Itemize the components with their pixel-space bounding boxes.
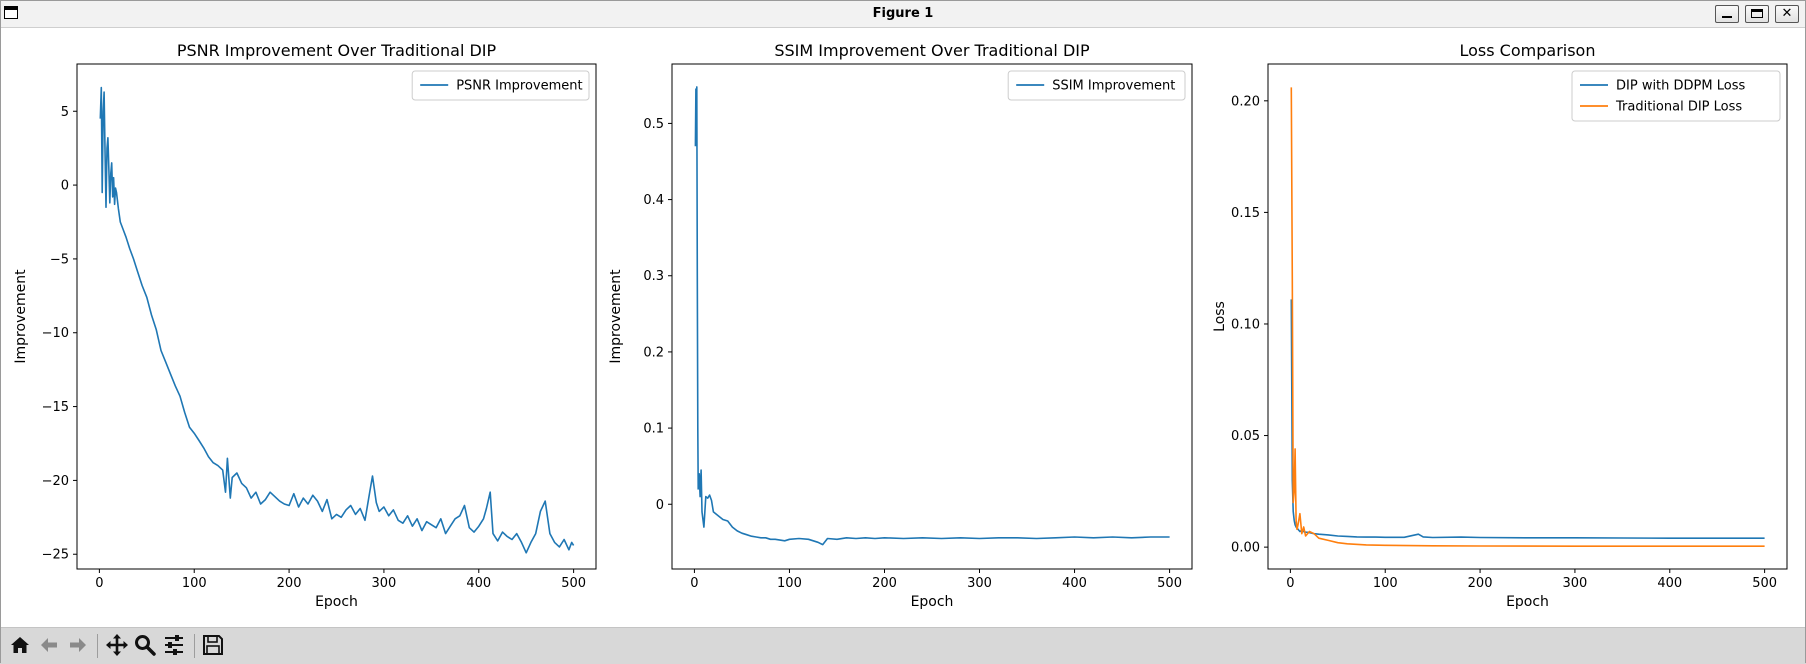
x-tick-label: 200	[1468, 576, 1493, 591]
y-tick-label: 0.1	[643, 422, 664, 437]
y-tick-label: −5	[50, 252, 69, 267]
y-tick-label: 0.3	[643, 269, 664, 284]
home-button[interactable]	[7, 632, 33, 658]
toolbar-separator	[194, 634, 195, 658]
toolbar-separator	[97, 634, 98, 658]
series-line-1	[694, 86, 1170, 546]
x-axis-label: Epoch	[315, 594, 358, 610]
x-tick-label: 100	[1373, 576, 1398, 591]
x-tick-label: 500	[1157, 576, 1182, 591]
x-tick-label: 400	[1062, 576, 1087, 591]
y-axis-label: Improvement	[13, 269, 29, 364]
back-button[interactable]	[36, 632, 62, 658]
pan-button[interactable]	[104, 632, 130, 658]
chart-title: Loss Comparison	[1460, 41, 1596, 60]
legend-box	[1571, 70, 1781, 122]
x-tick-label: 500	[561, 576, 586, 591]
legend: SSIM Improvement	[1007, 70, 1186, 101]
navigation-toolbar	[1, 627, 1805, 664]
series-line-1	[1290, 299, 1765, 539]
legend-entry-1: SSIM Improvement	[1052, 79, 1175, 94]
x-tick-label: 300	[1563, 576, 1588, 591]
y-tick-label: −10	[42, 326, 69, 341]
pan-icon	[106, 634, 128, 656]
y-tick-label: 0.10	[1231, 317, 1260, 332]
maximize-icon	[1751, 9, 1763, 18]
chart-title: PSNR Improvement Over Traditional DIP	[177, 41, 497, 60]
window-title: Figure 1	[872, 6, 934, 21]
minimize-button[interactable]	[1715, 5, 1739, 23]
x-tick-label: 200	[277, 576, 302, 591]
x-tick-label: 0	[1286, 576, 1294, 591]
series-line-2	[1290, 87, 1765, 547]
y-tick-label: 0.5	[643, 117, 664, 132]
y-tick-label: 0	[656, 498, 664, 513]
axes-frame	[1267, 63, 1788, 570]
charts-layer: PSNR Improvement Over Traditional DIP 0 10…	[13, 41, 1788, 610]
legend: PSNR Improvement	[411, 70, 590, 101]
home-icon	[11, 637, 29, 653]
series-line-1	[99, 86, 575, 554]
forward-button[interactable]	[65, 632, 91, 658]
legend-entry-2: Traditional DIP Loss	[1615, 100, 1742, 115]
y-tick-label: 0.2	[643, 345, 664, 360]
y-axis-label: Improvement	[608, 269, 624, 364]
zoom-button[interactable]	[132, 632, 158, 658]
legend-entry-1: PSNR Improvement	[456, 79, 582, 94]
minimize-icon	[1722, 16, 1732, 18]
chart-3: Loss Comparison 0 100 200 300 400 500 0.00 0.05 0…	[1212, 41, 1788, 610]
title-bar: Figure 1 ✕	[1, 1, 1805, 28]
forward-arrow-icon	[70, 638, 86, 652]
chart-title: SSIM Improvement Over Traditional DIP	[774, 41, 1090, 60]
axes-frame	[671, 63, 1193, 570]
save-button[interactable]	[200, 632, 226, 658]
y-tick-label: 0	[61, 179, 69, 194]
y-tick-label: 0.4	[643, 193, 664, 208]
x-tick-label: 500	[1752, 576, 1777, 591]
save-icon	[203, 635, 223, 655]
legend: DIP with DDPM Loss Traditional DIP Loss	[1571, 70, 1781, 122]
y-axis-label: Loss	[1212, 301, 1228, 332]
y-tick-label: 5	[61, 105, 69, 120]
configure-subplots-button[interactable]	[161, 632, 187, 658]
chart-2: SSIM Improvement Over Traditional DIP 0 10…	[608, 41, 1193, 610]
chart-1: PSNR Improvement Over Traditional DIP 0 10…	[13, 41, 597, 610]
x-tick-label: 0	[690, 576, 698, 591]
x-tick-label: 0	[95, 576, 103, 591]
y-tick-label: 0.05	[1231, 429, 1260, 444]
close-button[interactable]: ✕	[1775, 5, 1799, 23]
x-tick-label: 400	[466, 576, 491, 591]
x-axis-label: Epoch	[1506, 594, 1549, 610]
x-axis-label: Epoch	[911, 594, 954, 610]
y-tick-label: 0.15	[1231, 206, 1260, 221]
zoom-icon	[135, 635, 156, 656]
configure-subplots-icon	[165, 635, 183, 655]
y-tick-label: −25	[42, 548, 69, 563]
y-tick-label: 0.20	[1231, 94, 1260, 109]
x-tick-label: 100	[182, 576, 207, 591]
y-tick-label: −15	[42, 400, 69, 415]
close-icon: ✕	[1781, 6, 1793, 21]
maximize-button[interactable]	[1745, 5, 1769, 23]
x-tick-label: 200	[872, 576, 897, 591]
x-tick-label: 300	[967, 576, 992, 591]
legend-box	[1007, 70, 1186, 101]
x-tick-label: 300	[372, 576, 397, 591]
window-app-icon[interactable]	[4, 6, 18, 19]
x-tick-label: 400	[1657, 576, 1682, 591]
legend-box	[411, 70, 590, 101]
figure-canvas[interactable]: PSNR Improvement Over Traditional DIP 0 10…	[1, 28, 1805, 626]
back-arrow-icon	[41, 638, 57, 652]
x-tick-label: 100	[777, 576, 802, 591]
y-tick-label: 0.00	[1231, 541, 1260, 556]
axes-frame	[76, 63, 597, 570]
legend-entry-1: DIP with DDPM Loss	[1616, 79, 1745, 94]
y-tick-label: −20	[42, 474, 69, 489]
